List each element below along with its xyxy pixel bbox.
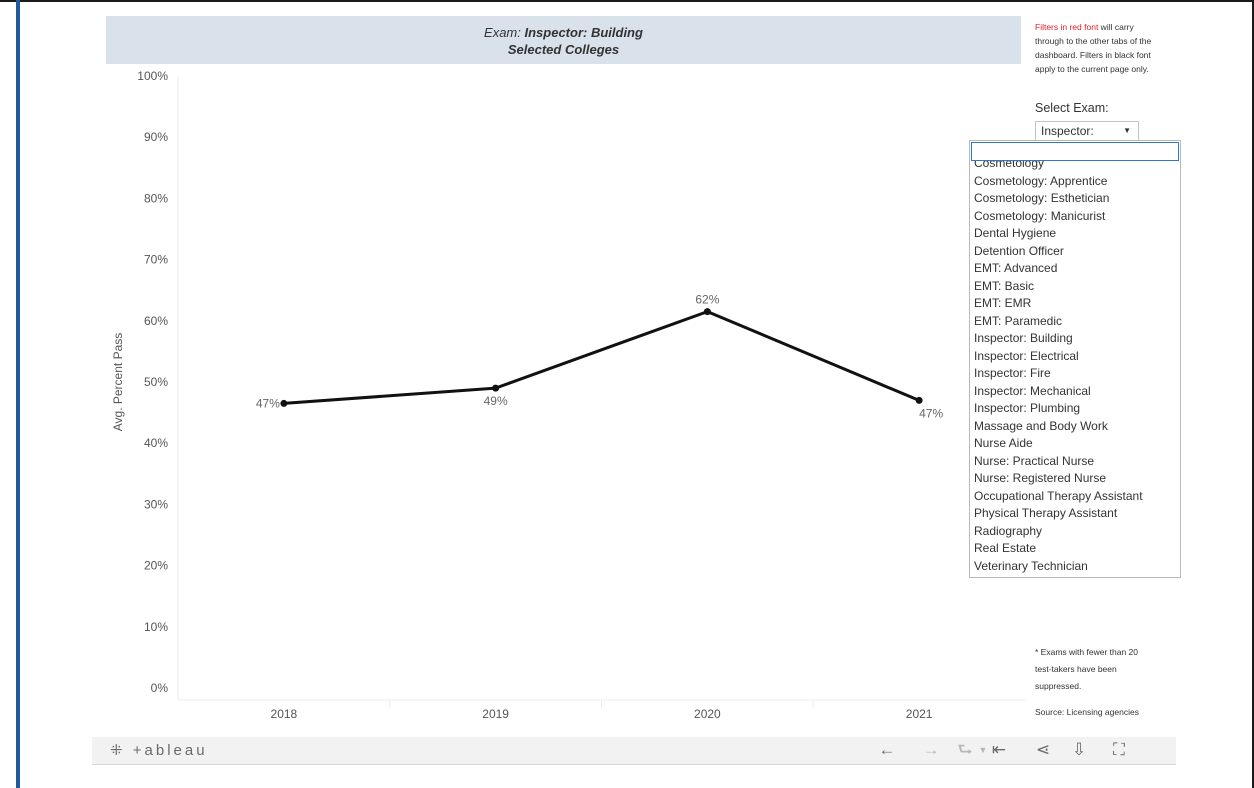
data-point bbox=[703, 308, 711, 316]
exam-options-list[interactable]: Cosmetology Cosmetology: Apprentice Cosmet… bbox=[970, 161, 1180, 577]
exam-option[interactable]: Occupational Therapy Assistant bbox=[974, 488, 1143, 503]
window-border-top bbox=[0, 0, 1254, 2]
fullscreen-icon[interactable]: ⛶ bbox=[1113, 740, 1125, 759]
exam-dropdown-list[interactable]: Cosmetology Cosmetology: Apprentice Cosmet… bbox=[969, 140, 1181, 578]
undo-icon[interactable]: ← bbox=[878, 740, 896, 759]
chart-title-exam: Inspector: Building bbox=[524, 25, 643, 40]
exam-option[interactable]: Inspector: Building bbox=[974, 331, 1073, 345]
exam-option[interactable]: Cosmetology: Apprentice bbox=[974, 173, 1108, 188]
y-tick-label: 40% bbox=[144, 436, 168, 450]
exam-option[interactable]: Inspector: Electrical bbox=[974, 348, 1079, 363]
y-tick-label: 100% bbox=[137, 69, 168, 83]
exam-option[interactable]: Real Estate bbox=[974, 541, 1037, 555]
exam-option[interactable]: Massage and Body Work bbox=[974, 418, 1108, 433]
y-tick-label: 10% bbox=[144, 620, 168, 634]
x-tick-label: 2020 bbox=[694, 707, 721, 721]
tableau-logo-mark: ⁜ bbox=[110, 742, 126, 759]
exam-option[interactable]: Nurse Aide bbox=[974, 436, 1033, 450]
filters-note-red: Filters in red font bbox=[1035, 22, 1099, 32]
data-label: 49% bbox=[484, 394, 508, 408]
exam-option[interactable]: Inspector: Fire bbox=[974, 366, 1051, 380]
data-point bbox=[492, 384, 500, 392]
window-border-right bbox=[1252, 0, 1254, 788]
exam-option[interactable]: EMT: Basic bbox=[974, 278, 1035, 293]
chart-title-label: Exam: bbox=[484, 25, 521, 40]
revert-dropdown-icon[interactable]: ▼ bbox=[978, 745, 988, 755]
exam-option[interactable]: Nurse: Practical Nurse bbox=[974, 453, 1095, 468]
exam-options-inner: Cosmetology Cosmetology: Apprentice Cosmet… bbox=[970, 161, 1180, 575]
exam-option[interactable]: Veterinary Technician bbox=[974, 558, 1088, 573]
select-exam-dropdown[interactable]: Inspector: Building ▼ bbox=[1035, 121, 1139, 156]
exam-option[interactable]: Inspector: Mechanical bbox=[974, 383, 1091, 398]
y-tick-label: 0% bbox=[151, 681, 169, 695]
exam-option[interactable]: Cosmetology bbox=[974, 161, 1045, 170]
data-label: 47% bbox=[256, 396, 280, 410]
window-accent-bar bbox=[16, 0, 20, 788]
redo-icon[interactable]: → bbox=[922, 740, 940, 759]
chart-title: Exam: Inspector: Building bbox=[106, 25, 1021, 40]
exam-option[interactable]: EMT: Advanced bbox=[974, 261, 1058, 275]
exam-option[interactable]: Dental Hygiene bbox=[974, 226, 1057, 240]
exam-search-input[interactable] bbox=[971, 142, 1179, 161]
exam-option[interactable]: Inspector: Plumbing bbox=[974, 401, 1081, 415]
select-exam-label: Select Exam: bbox=[1035, 101, 1109, 115]
share-icon[interactable]: ⋖ bbox=[1035, 740, 1051, 759]
chevron-down-icon: ▼ bbox=[1123, 126, 1131, 135]
y-tick-label: 60% bbox=[144, 314, 168, 328]
source-note: Source: Licensing agencies bbox=[1035, 707, 1139, 717]
exam-option[interactable]: Radiography bbox=[974, 523, 1043, 538]
exam-option[interactable]: EMT: Paramedic bbox=[974, 313, 1063, 328]
chart-subtitle: Selected Colleges bbox=[507, 42, 620, 57]
y-tick-label: 20% bbox=[144, 559, 168, 573]
x-tick-label: 2021 bbox=[906, 707, 933, 721]
y-tick-label: 30% bbox=[144, 497, 168, 511]
tableau-logo[interactable]: ⁜ +ableau bbox=[110, 741, 208, 759]
y-tick-label: 70% bbox=[144, 253, 168, 267]
pass-rate-line-chart: 0% 10% 20% 30% 40% 50% 60% 70% 80% 90% 100% Avg. Pe… bbox=[111, 69, 1025, 721]
exam-option[interactable]: Cosmetology: Esthetician bbox=[974, 191, 1110, 205]
y-tick-label: 50% bbox=[144, 375, 168, 389]
data-label: 62% bbox=[695, 293, 719, 307]
download-icon[interactable]: ⇩ bbox=[1071, 740, 1087, 759]
exam-option[interactable]: EMT: EMR bbox=[974, 296, 1032, 310]
tableau-logo-text: +ableau bbox=[132, 742, 208, 759]
filters-note-text: will carry through to the other tabs of … bbox=[1035, 22, 1152, 74]
exam-option[interactable]: Detention Officer bbox=[974, 243, 1064, 258]
data-label: 47% bbox=[919, 406, 943, 420]
reset-icon[interactable]: ⇤ bbox=[991, 740, 1007, 759]
data-point bbox=[915, 396, 923, 404]
series-line bbox=[283, 310, 920, 405]
exam-option[interactable]: Nurse: Registered Nurse bbox=[974, 471, 1107, 485]
x-tick-label: 2019 bbox=[482, 707, 509, 721]
filters-note: Filters in red font will carry through t… bbox=[1035, 20, 1155, 76]
exam-option[interactable]: Physical Therapy Assistant bbox=[974, 506, 1118, 520]
y-tick-label: 80% bbox=[144, 191, 168, 205]
y-tick-label: 90% bbox=[144, 130, 168, 144]
tableau-toolbar: ⁜ +ableau ← → ⮑ ▼ ⇤ ⋖ ⇩ ⛶ bbox=[92, 737, 1176, 765]
revert-icon[interactable]: ⮑ bbox=[957, 740, 973, 759]
suppression-footnote: * Exams with fewer than 20 test-takers h… bbox=[1035, 647, 1138, 691]
chart-title-band: Exam: Inspector: Building Selected Colle… bbox=[106, 16, 1021, 64]
y-axis-title: Avg. Percent Pass bbox=[111, 333, 125, 432]
data-point bbox=[280, 399, 288, 407]
x-tick-label: 2018 bbox=[271, 707, 298, 721]
exam-option[interactable]: Cosmetology: Manicurist bbox=[974, 208, 1106, 223]
